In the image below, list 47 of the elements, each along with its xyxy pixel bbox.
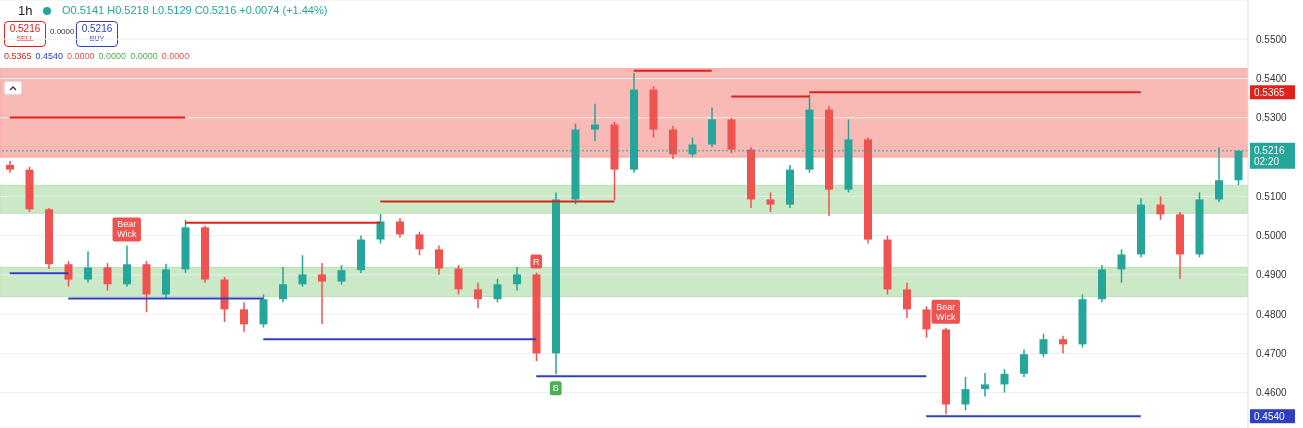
candlestick: [1020, 348, 1028, 378]
candlestick: [337, 264, 346, 286]
candlestick: [1117, 248, 1126, 284]
y-tick-label: 0.5300: [1256, 112, 1288, 124]
y-tick-label: 0.5100: [1256, 190, 1288, 202]
candlestick: [376, 213, 385, 245]
candlestick: [513, 266, 521, 292]
text: 0.5365: [1254, 87, 1286, 99]
annotation: Bear Wick: [117, 219, 137, 240]
candlestick: [961, 376, 970, 412]
annotation: O0.5141 H0.5218 L0.5129 C0.5216 +0.0074 (+1.44%): [62, 4, 328, 16]
candlestick: [318, 262, 326, 325]
y-tick-label: 0.4900: [1256, 269, 1288, 281]
y-tick-label: 0.4700: [1256, 347, 1288, 359]
candlestick: [766, 191, 775, 213]
candlestick: [415, 230, 424, 256]
candlestick: [84, 250, 92, 284]
candlestick: [396, 217, 404, 239]
annotation: R: [533, 256, 540, 267]
candlestick: [454, 264, 463, 296]
candlestick: [64, 260, 73, 288]
candlestick: [298, 254, 307, 288]
candlestick: [123, 244, 131, 288]
candlestick: [279, 266, 287, 304]
annotation: 0.0000: [50, 27, 75, 36]
candlestick: [474, 281, 482, 309]
candlestick: [981, 372, 989, 398]
candlestick: [240, 301, 248, 333]
candlestick: [435, 244, 443, 276]
candlestick: [903, 281, 911, 319]
ref-line-label: 0.5216 02:20: [1254, 144, 1286, 167]
y-tick-label: 0.4800: [1256, 308, 1288, 320]
text: 0.4540: [1254, 411, 1286, 423]
annotation: Bear Wick: [936, 301, 956, 322]
y-tick-label: 0.5500: [1256, 33, 1288, 45]
chart-title: 1h: [18, 3, 33, 18]
annotation: 0.5365 0.4540 0.0000 0.0000 0.0000 0.0000: [4, 51, 190, 61]
candlestick: [1039, 333, 1048, 359]
y-tick-label: 0.4600: [1256, 387, 1288, 399]
candlestick: [1156, 195, 1165, 221]
candlestick: [103, 262, 112, 292]
annotation: B: [552, 383, 559, 394]
candlestick: [493, 278, 502, 304]
candlestick: [1000, 368, 1009, 394]
y-tick-label: 0.5000: [1256, 230, 1288, 242]
candlestick: [591, 102, 599, 143]
y-tick-label: 0.5400: [1256, 73, 1288, 85]
